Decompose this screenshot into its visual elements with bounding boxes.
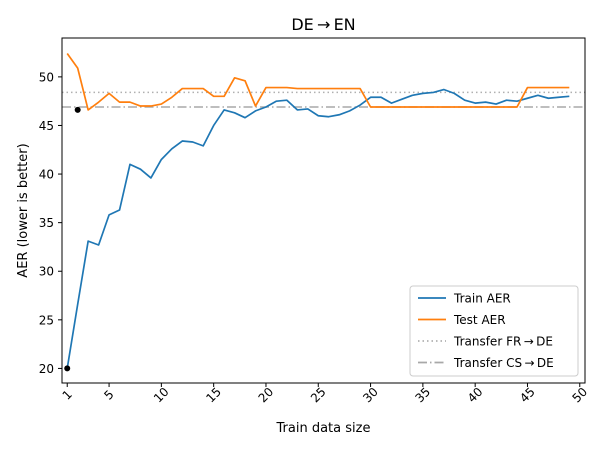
- legend-label-2: Transfer FR → DE: [453, 335, 553, 349]
- data-marker-0: [64, 365, 71, 372]
- y-tick-label: 45: [39, 119, 54, 133]
- legend-box: [409, 285, 579, 377]
- chart-title: DE → EN: [291, 15, 355, 34]
- legend-label-0: Train AER: [453, 292, 511, 306]
- legend-label-3: Transfer CS → DE: [453, 356, 554, 370]
- series-line-0: [66, 88, 570, 369]
- y-tick-label: 30: [39, 265, 54, 279]
- y-tick-label: 35: [39, 216, 54, 230]
- x-axis-label: Train data size: [276, 421, 371, 436]
- legend-items: Train AER Test AER Transfer FR → DE Transfe…: [418, 292, 554, 370]
- data-marker-1: [74, 106, 81, 113]
- y-axis-ticks: 20 25 30 35 40 45 50: [39, 70, 62, 376]
- plot-area: [62, 53, 585, 372]
- y-axis-label: AER (lower is better): [16, 143, 31, 277]
- y-tick-label: 50: [39, 70, 54, 84]
- y-tick-label: 25: [39, 313, 54, 327]
- y-tick-label: 40: [39, 168, 54, 182]
- legend: Train AER Test AER Transfer FR → DE Transfe…: [409, 285, 579, 377]
- y-tick-label: 20: [39, 362, 54, 376]
- series-line-1: [66, 53, 570, 111]
- legend-label-1: Test AER: [453, 313, 506, 327]
- plot-frame: [61, 37, 586, 384]
